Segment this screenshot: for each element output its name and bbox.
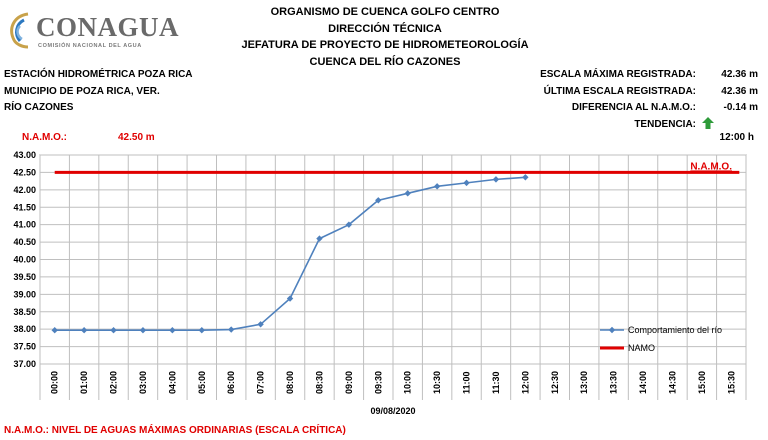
river-data-point xyxy=(139,327,147,334)
namo-label: N.A.M.O.: xyxy=(22,132,67,143)
x-tick-label: 14:00 xyxy=(638,371,648,394)
x-tick-label: 04:00 xyxy=(167,371,177,394)
x-tick-label: 07:00 xyxy=(256,371,266,394)
x-tick-label: 03:00 xyxy=(138,371,148,394)
y-tick-label: 41.00 xyxy=(13,220,36,230)
x-axis-label: 09/08/2020 xyxy=(370,406,415,416)
river-data-point xyxy=(228,326,235,333)
x-tick-label: 15:00 xyxy=(697,371,707,394)
river-data-point xyxy=(522,174,529,181)
y-tick-label: 37.00 xyxy=(13,359,36,369)
x-tick-label: 00:00 xyxy=(50,371,60,394)
x-tick-label: 11:30 xyxy=(491,371,501,394)
trend-label: TENDENCIA: xyxy=(634,118,696,130)
x-tick-label: 08:30 xyxy=(314,371,324,394)
x-tick-label: 11:00 xyxy=(462,371,472,394)
river-data-point xyxy=(345,221,353,228)
x-tick-label: 10:30 xyxy=(432,371,442,394)
header-line-3: JEFATURA DE PROYECTO DE HIDROMETEOROLOGÍ… xyxy=(241,39,529,51)
namo-value: 42.50 m xyxy=(118,132,155,143)
legend-namo-label: NAMO xyxy=(628,343,655,353)
header-line-1: ORGANISMO DE CUENCA GOLFO CENTRO xyxy=(270,6,500,18)
river-data-point xyxy=(257,321,264,328)
stats-labels: ESCALA MÁXIMA REGISTRADA: ÚLTIMA ESCALA … xyxy=(540,67,696,133)
x-tick-label: 14:30 xyxy=(667,371,677,394)
x-tick-label: 09:30 xyxy=(373,371,383,394)
x-tick-label: 13:30 xyxy=(609,371,619,394)
river-data-point xyxy=(316,235,323,242)
y-tick-label: 38.00 xyxy=(13,324,36,334)
y-tick-label: 37.50 xyxy=(13,342,36,352)
y-tick-label: 40.50 xyxy=(13,237,36,247)
station-info: ESTACIÓN HIDROMÉTRICA POZA RICA MUNICIPI… xyxy=(4,67,193,117)
x-tick-label: 08:00 xyxy=(285,371,295,394)
x-tick-label: 12:30 xyxy=(550,371,560,394)
x-tick-label: 06:00 xyxy=(226,371,236,394)
report-time: 12:00 h xyxy=(719,132,754,143)
x-tick-label: 01:00 xyxy=(79,371,89,394)
namo-line-label: N.A.M.O. xyxy=(690,161,732,172)
river-data-point xyxy=(404,190,411,197)
namo-footnote: N.A.M.O.: NIVEL DE AGUAS MÁXIMAS ORDINAR… xyxy=(4,425,346,436)
y-tick-label: 39.00 xyxy=(13,289,36,299)
river-data-point xyxy=(375,197,382,204)
x-tick-label: 10:00 xyxy=(403,371,413,394)
y-tick-label: 39.50 xyxy=(13,272,36,282)
stats-values: 42.36 m 42.36 m -0.14 m xyxy=(721,67,758,117)
y-tick-label: 42.50 xyxy=(13,167,36,177)
river-data-point xyxy=(110,327,117,334)
up-arrow-icon xyxy=(702,117,714,129)
x-tick-label: 13:00 xyxy=(579,371,589,394)
station-river: RÍO CAZONES xyxy=(4,102,74,113)
station-name: ESTACIÓN HIDROMÉTRICA POZA RICA xyxy=(4,69,193,80)
logo-name: CONAGUA xyxy=(36,12,179,42)
namo-difference-value: -0.14 m xyxy=(723,102,758,113)
river-data-point xyxy=(51,327,58,334)
station-municipality: MUNICIPIO DE POZA RICA, VER. xyxy=(4,85,160,97)
river-data-point xyxy=(492,176,500,183)
y-tick-label: 41.50 xyxy=(13,202,36,212)
x-tick-label: 12:00 xyxy=(520,371,530,394)
logo-subtitle: COMISIÓN NACIONAL DEL AGUA xyxy=(38,43,142,49)
y-tick-label: 38.50 xyxy=(13,307,36,317)
x-tick-label: 02:00 xyxy=(109,371,119,394)
report-header: ORGANISMO DE CUENCA GOLFO CENTRO DIRECCI… xyxy=(200,4,570,70)
river-data-point xyxy=(463,179,470,187)
conagua-emblem-icon xyxy=(10,12,29,49)
legend-river-marker xyxy=(608,326,616,334)
max-scale-label: ESCALA MÁXIMA REGISTRADA: xyxy=(540,69,696,80)
x-tick-label: 05:00 xyxy=(197,371,207,394)
x-tick-label: 09:00 xyxy=(344,371,354,394)
max-scale-value: 42.36 m xyxy=(721,69,758,80)
last-scale-value: 42.36 m xyxy=(721,85,758,97)
y-tick-label: 42.00 xyxy=(13,185,36,195)
namo-difference-label: DIFERENCIA AL N.A.M.O.: xyxy=(571,102,696,113)
y-tick-label: 43.00 xyxy=(13,150,36,160)
header-line-4: CUENCA DEL RÍO CAZONES xyxy=(309,55,461,68)
legend-river-label: Comportamiento del río xyxy=(628,325,722,335)
river-data-point xyxy=(169,327,176,334)
y-tick-label: 40.00 xyxy=(13,255,36,265)
x-tick-label: 15:30 xyxy=(726,371,736,394)
river-data-point xyxy=(286,295,294,302)
conagua-logo: CONAGUA COMISIÓN NACIONAL DEL AGUA xyxy=(6,8,179,52)
last-scale-label: ÚLTIMA ESCALA REGISTRADA: xyxy=(543,85,696,97)
river-data-point xyxy=(198,327,205,334)
river-data-point xyxy=(80,327,88,334)
header-line-2: DIRECCIÓN TÉCNICA xyxy=(328,22,442,35)
river-data-point xyxy=(433,183,441,190)
